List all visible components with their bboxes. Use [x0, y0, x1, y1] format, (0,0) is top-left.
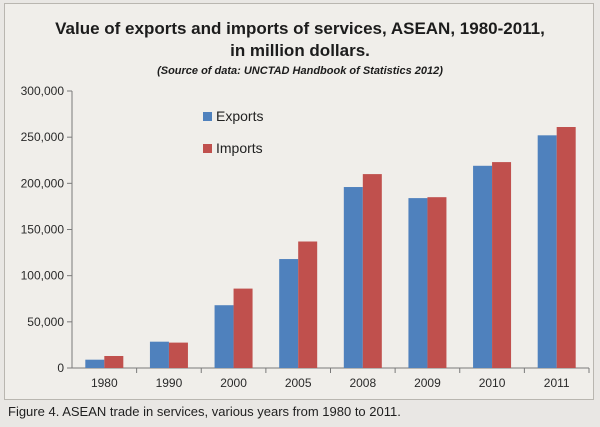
chart-title-line2: in million dollars. — [230, 41, 370, 60]
bar-imports-1980 — [104, 355, 124, 368]
y-tick-label: 150,000 — [21, 223, 65, 237]
bar-imports-2010 — [492, 162, 512, 368]
x-tick-label: 2010 — [479, 376, 506, 390]
y-tick-label: 250,000 — [21, 130, 65, 144]
chart-frame: Value of exports and imports of services… — [4, 3, 594, 400]
x-tick-label: 1990 — [156, 376, 183, 390]
bar-imports-2000 — [233, 288, 253, 368]
y-tick-label: 300,000 — [21, 84, 65, 98]
chart-title: Value of exports and imports of services… — [55, 19, 545, 38]
bar-exports-2008 — [343, 187, 363, 368]
y-tick-label: 50,000 — [27, 315, 64, 329]
plot-area: 0 50,000 100,000 150,000 200,000 250,000 300,0… — [21, 84, 590, 390]
x-tick-label: 2009 — [414, 376, 441, 390]
bar-exports-2009 — [408, 198, 428, 368]
legend-swatch-exports — [203, 112, 212, 121]
figure-caption: Figure 4. ASEAN trade in services, vario… — [8, 404, 401, 419]
bar-imports-2011 — [556, 127, 576, 368]
x-tick-label: 2011 — [544, 376, 570, 390]
x-tick-label: 2005 — [285, 376, 312, 390]
bar-exports-2005 — [279, 259, 299, 368]
bar-exports-2010 — [473, 165, 493, 368]
bar-exports-1980 — [85, 359, 105, 368]
y-tick-label: 100,000 — [21, 269, 65, 283]
bar-exports-1990 — [149, 341, 169, 368]
y-tick-label: 200,000 — [21, 176, 65, 190]
bar-chart: Value of exports and imports of services… — [21, 19, 590, 390]
legend-label-exports: Exports — [216, 108, 263, 124]
bar-imports-2008 — [362, 174, 382, 368]
bar-exports-2000 — [214, 305, 234, 368]
x-tick-label: 1980 — [91, 376, 118, 390]
legend-swatch-imports — [203, 144, 212, 153]
bar-exports-2011 — [537, 135, 557, 368]
bar-imports-2009 — [427, 197, 447, 368]
x-tick-label: 2008 — [349, 376, 376, 390]
bar-imports-2005 — [298, 241, 318, 368]
chart-source-note: (Source of data: UNCTAD Handbook of Stat… — [157, 65, 443, 77]
bar-imports-1990 — [168, 342, 188, 368]
y-tick-label: 0 — [57, 361, 64, 375]
legend-label-imports: Imports — [216, 140, 263, 156]
x-tick-label: 2000 — [220, 376, 247, 390]
